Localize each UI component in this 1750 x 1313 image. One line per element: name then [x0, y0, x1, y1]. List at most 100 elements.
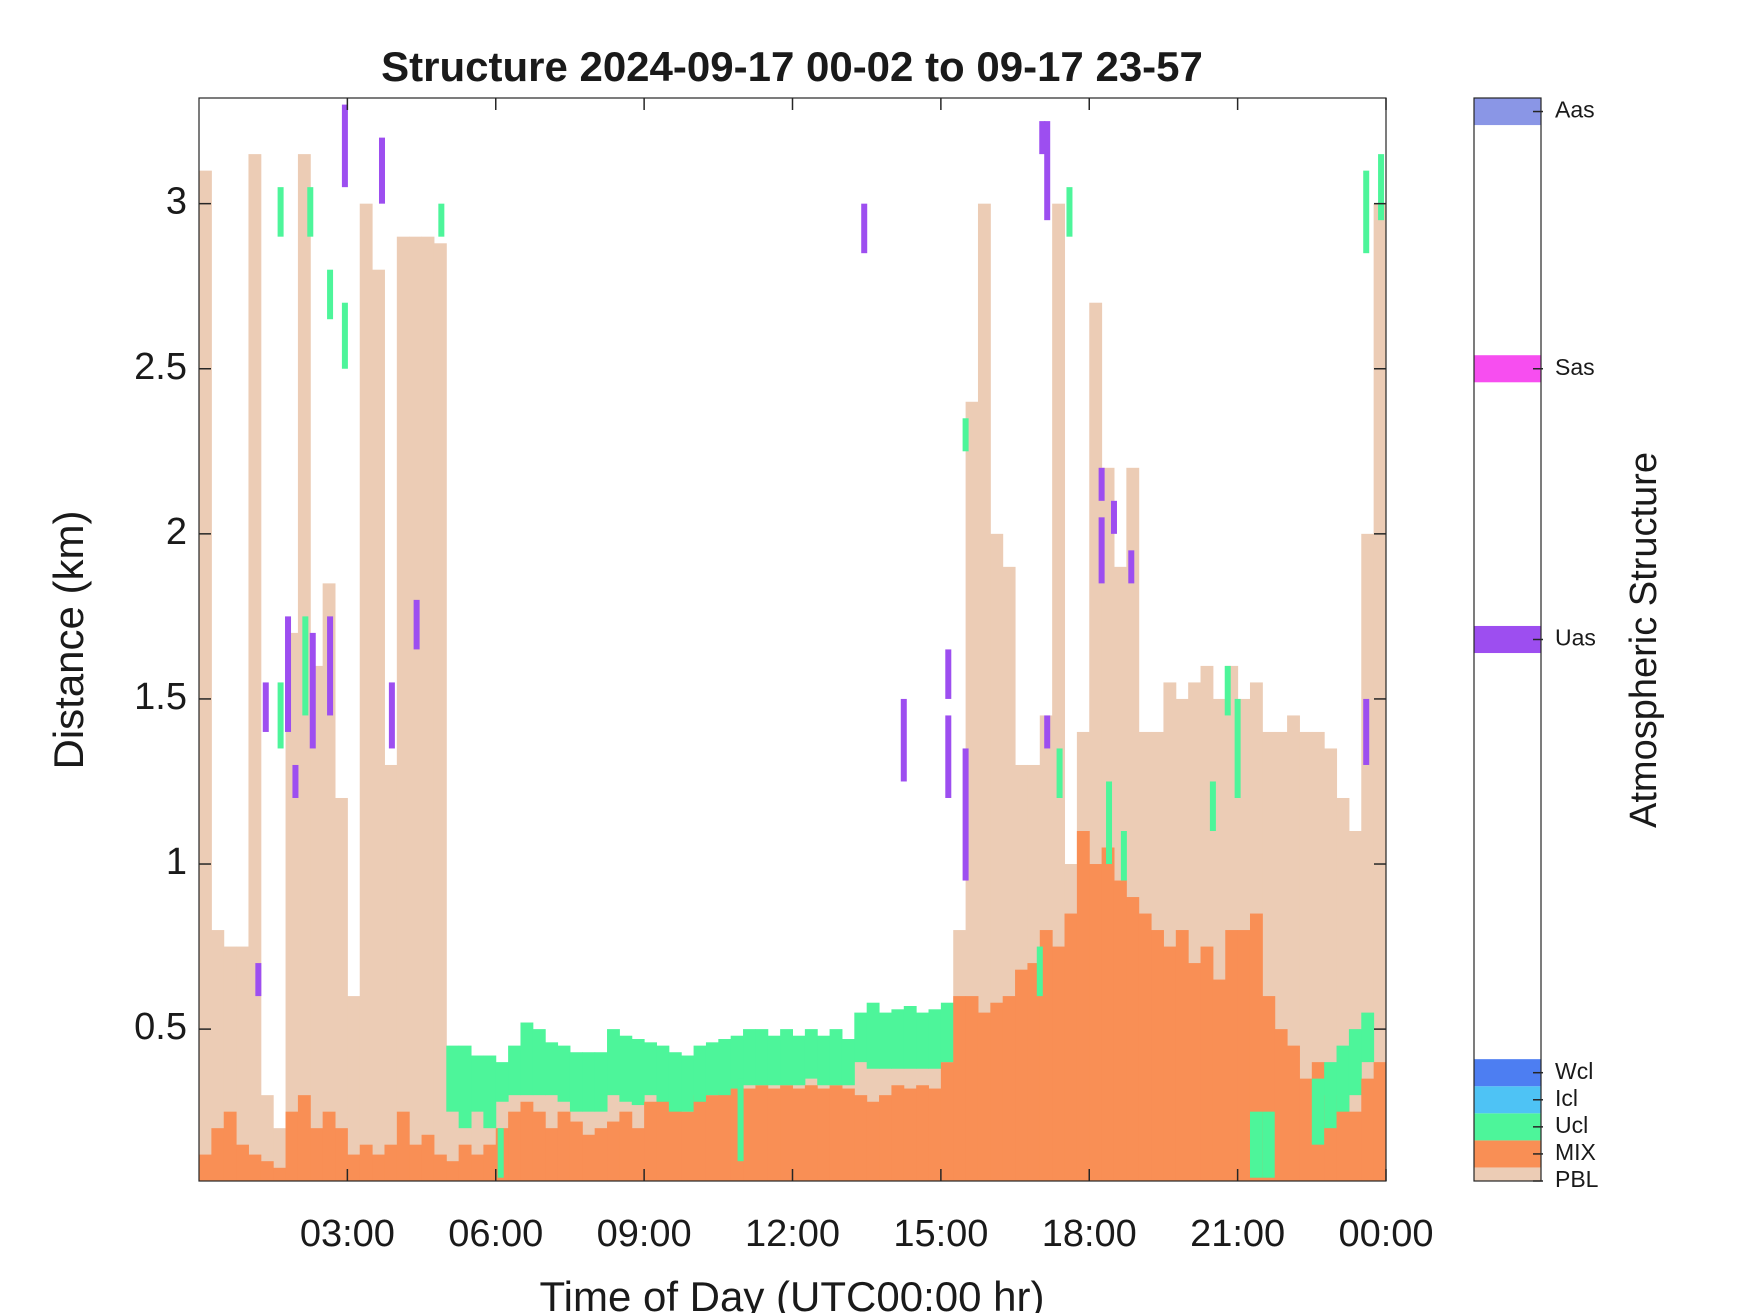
- uas-streak: [945, 649, 952, 699]
- colorbar-tick-label: Aas: [1555, 97, 1595, 123]
- uas-streak: [285, 616, 292, 732]
- mix-column: [891, 1085, 905, 1181]
- uas-streak: [255, 963, 262, 997]
- mix-column: [384, 1144, 398, 1181]
- uas-streak: [945, 715, 952, 798]
- mix-column: [471, 1154, 484, 1181]
- ucl-streak: [962, 418, 969, 452]
- colorbar-band: [1474, 1140, 1541, 1168]
- ucl-column: [780, 1029, 793, 1086]
- mix-column: [1039, 930, 1053, 1181]
- mix-column: [780, 1085, 793, 1181]
- uas-streak: [309, 632, 316, 749]
- pbl-column: [1299, 731, 1313, 1181]
- ucl-column: [817, 1035, 831, 1086]
- mix-column: [557, 1111, 571, 1181]
- mix-column: [1373, 1062, 1387, 1181]
- uas-streak: [1044, 715, 1051, 749]
- x-axis-label: Time of Day (UTC00:00 hr): [540, 1273, 1045, 1313]
- x-tick-label: 00:00: [1338, 1213, 1433, 1255]
- ucl-column: [446, 1045, 460, 1112]
- uas-streak: [962, 748, 969, 881]
- colorbar-band: [1474, 98, 1541, 126]
- colorbar-band: [1474, 1113, 1541, 1141]
- ucl-streak: [277, 682, 284, 749]
- chart-title: Structure 2024-09-17 00-02 to 09-17 23-5…: [381, 43, 1203, 90]
- mix-column: [273, 1167, 287, 1181]
- pbl-column: [199, 170, 212, 1181]
- uas-streak: [1098, 467, 1105, 501]
- mix-column: [1126, 897, 1140, 1181]
- mix-column: [903, 1088, 917, 1181]
- mix-column: [817, 1088, 831, 1181]
- y-tick-label: 1.5: [134, 676, 187, 718]
- x-tick-label: 15:00: [893, 1213, 988, 1255]
- ucl-column: [532, 1029, 546, 1096]
- mix-column: [1274, 1029, 1288, 1181]
- ucl-column: [508, 1045, 521, 1096]
- mix-column: [977, 1012, 991, 1181]
- mix-column: [433, 1154, 447, 1181]
- mix-column: [446, 1161, 460, 1181]
- mix-column: [1225, 930, 1239, 1181]
- uas-streak: [341, 104, 348, 188]
- mix-column: [211, 1128, 225, 1181]
- pbl-column: [1373, 203, 1387, 1181]
- colorbar-tick-label: Icl: [1555, 1085, 1578, 1111]
- mix-column: [681, 1111, 695, 1181]
- uas-streak: [1363, 698, 1370, 765]
- mix-column: [1101, 847, 1115, 1181]
- pbl-column: [965, 401, 979, 1181]
- ucl-column: [607, 1029, 620, 1096]
- y-tick-label: 2.5: [134, 346, 187, 388]
- ucl-column: [903, 1006, 917, 1069]
- mix-column: [1361, 1078, 1375, 1181]
- mix-column: [879, 1095, 892, 1181]
- mix-column: [1299, 1078, 1313, 1181]
- mix-column: [1027, 963, 1041, 1181]
- ucl-column: [1262, 1111, 1276, 1178]
- ucl-streak: [341, 302, 348, 369]
- ucl-column: [767, 1035, 781, 1086]
- mix-column: [322, 1111, 336, 1181]
- mix-column: [656, 1095, 670, 1181]
- uas-streak: [388, 682, 395, 749]
- colorbar-band: [1474, 1059, 1541, 1087]
- ucl-streak: [1066, 187, 1073, 237]
- mix-column: [668, 1101, 682, 1181]
- mix-column: [582, 1134, 596, 1181]
- y-tick-label: 2: [166, 511, 187, 553]
- uas-streak: [1110, 500, 1117, 534]
- ucl-streak: [1363, 170, 1370, 254]
- mix-column: [755, 1085, 769, 1181]
- ucl-streak: [302, 616, 309, 716]
- pbl-column: [359, 203, 373, 1181]
- colorbar-band: [1474, 355, 1541, 383]
- ucl-streak: [438, 203, 445, 237]
- ucl-column: [619, 1035, 633, 1102]
- pbl-column: [347, 996, 361, 1181]
- ucl-column: [891, 1009, 905, 1069]
- mix-column: [545, 1128, 559, 1181]
- pbl-column: [322, 583, 336, 1181]
- mix-column: [223, 1111, 237, 1181]
- ucl-column: [582, 1052, 596, 1112]
- mix-column: [804, 1085, 818, 1181]
- mix-column: [532, 1111, 546, 1181]
- ucl-column: [545, 1042, 559, 1096]
- pbl-column: [384, 764, 398, 1181]
- ucl-column: [755, 1029, 769, 1086]
- mix-column: [421, 1134, 435, 1181]
- x-tick-label: 12:00: [745, 1213, 840, 1255]
- mix-column: [928, 1088, 942, 1181]
- ucl-column: [1311, 1078, 1325, 1145]
- mix-column: [607, 1121, 620, 1181]
- pbl-column: [409, 236, 423, 1182]
- uas-streak: [1098, 517, 1105, 584]
- mix-column: [1200, 946, 1214, 1181]
- mix-column: [990, 1002, 1004, 1181]
- mix-column: [248, 1154, 262, 1181]
- ucl-column: [743, 1029, 756, 1086]
- y-axis-label: Distance (km): [45, 510, 92, 769]
